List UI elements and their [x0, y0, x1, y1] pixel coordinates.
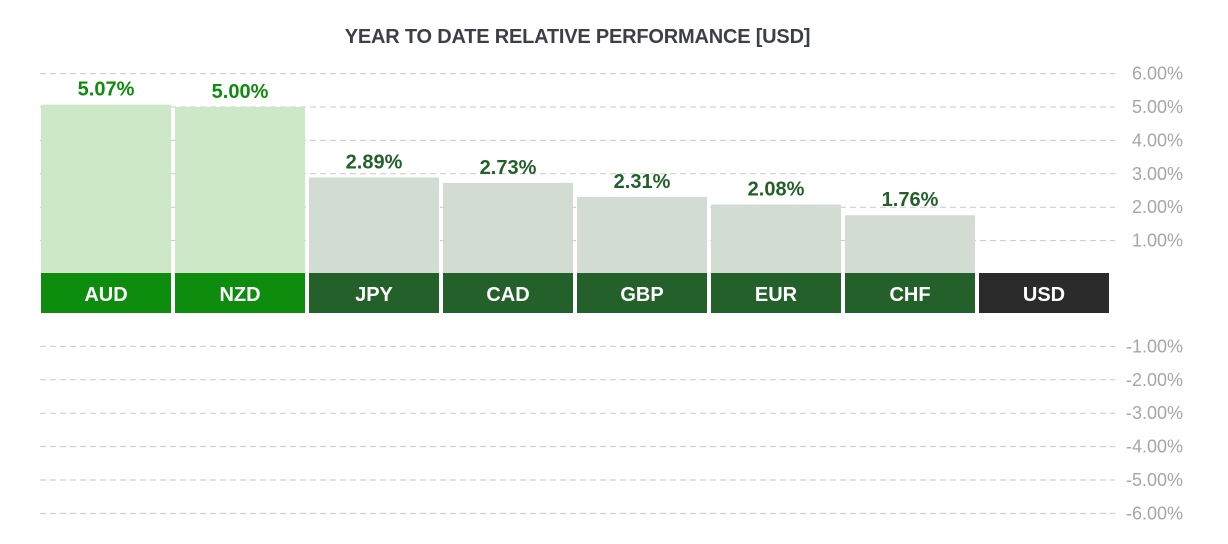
value-label-eur: 2.08%	[748, 179, 805, 201]
category-label-aud: AUD	[84, 284, 127, 306]
bar-eur	[711, 204, 841, 274]
category-label-gbp: GBP	[620, 284, 663, 306]
category-cell-nzd	[175, 273, 305, 313]
value-label-cad: 2.73%	[480, 157, 537, 179]
category-cell-usd	[979, 273, 1109, 313]
category-cell-chf	[845, 273, 975, 313]
bar-nzd	[175, 107, 305, 274]
y-tick-label: 1.00%	[1132, 231, 1183, 251]
y-tick-label: -2.00%	[1126, 370, 1183, 390]
y-tick-label: 2.00%	[1132, 197, 1183, 217]
bar-jpy	[309, 177, 439, 274]
gridlines: 6.00% 5.00% 4.00% 3.00% 2.00% 1.00% -1.00% -2.0…	[40, 64, 1183, 523]
value-label-jpy: 2.89%	[346, 151, 403, 173]
category-cell-eur	[711, 273, 841, 313]
chart-title: YEAR TO DATE RELATIVE PERFORMANCE [USD]	[344, 26, 811, 48]
category-cell-cad	[443, 273, 573, 313]
bar-gbp	[577, 196, 707, 274]
y-tick-label: 5.00%	[1132, 97, 1183, 117]
bar-aud	[41, 104, 171, 274]
y-tick-label: 4.00%	[1132, 130, 1183, 150]
bar-cad	[443, 182, 573, 274]
category-cell-jpy	[309, 273, 439, 313]
value-label-aud: 5.07%	[78, 79, 135, 101]
category-cell-aud	[41, 273, 171, 313]
category-label-chf: CHF	[889, 284, 930, 306]
category-cell-gbp	[577, 273, 707, 313]
y-tick-label: -1.00%	[1126, 336, 1183, 356]
value-label-chf: 1.76%	[882, 189, 939, 211]
y-tick-label: 3.00%	[1132, 164, 1183, 184]
y-tick-label: -3.00%	[1126, 403, 1183, 423]
category-label-nzd: NZD	[219, 284, 260, 306]
value-label-gbp: 2.31%	[614, 171, 671, 193]
y-tick-label: -5.00%	[1126, 470, 1183, 490]
category-label-usd: USD	[1023, 284, 1065, 306]
y-tick-label: -6.00%	[1126, 503, 1183, 523]
bar-chf	[845, 215, 975, 274]
category-label-eur: EUR	[755, 284, 798, 306]
category-label-cad: CAD	[486, 284, 529, 306]
category-label-jpy: JPY	[355, 284, 393, 306]
value-label-nzd: 5.00%	[212, 81, 269, 103]
y-tick-label: 6.00%	[1132, 64, 1183, 84]
y-tick-label: -4.00%	[1126, 437, 1183, 457]
